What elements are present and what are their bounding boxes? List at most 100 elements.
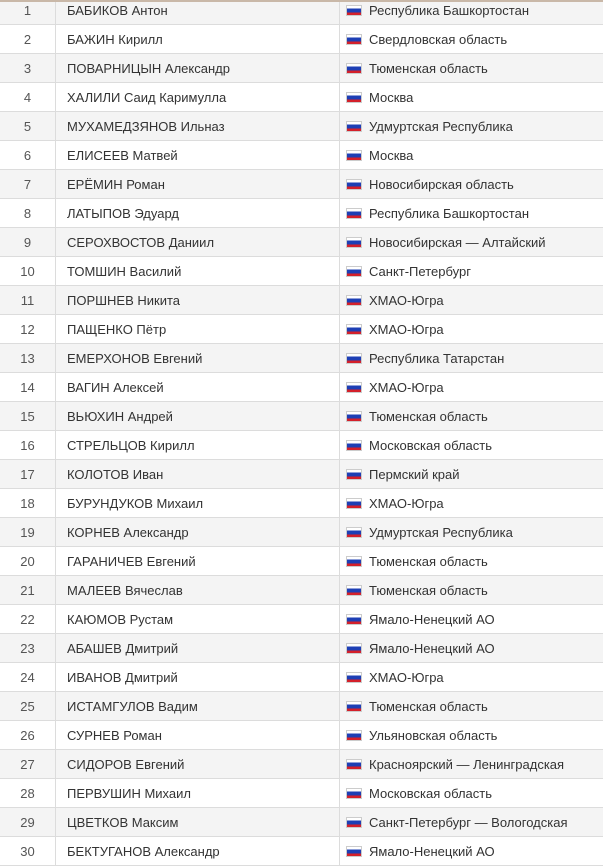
region-name: Тюменская область xyxy=(369,61,488,76)
russia-flag-icon xyxy=(346,614,362,625)
region-name: ХМАО-Югра xyxy=(369,380,444,395)
russia-flag-icon xyxy=(346,440,362,451)
athlete-name: БЕКТУГАНОВ Александр xyxy=(56,837,340,866)
region-name: ХМАО-Югра xyxy=(369,670,444,685)
athlete-name: ЛАТЫПОВ Эдуард xyxy=(56,199,340,228)
region-cell: Ямало-Ненецкий АО xyxy=(340,837,603,866)
region-name: Московская область xyxy=(369,438,492,453)
region-name: Ульяновская область xyxy=(369,728,497,743)
athlete-name: КОРНЕВ Александр xyxy=(56,518,340,547)
athlete-name: БУРУНДУКОВ Михаил xyxy=(56,489,340,518)
russia-flag-icon xyxy=(346,788,362,799)
row-number: 12 xyxy=(0,315,56,344)
row-number: 26 xyxy=(0,721,56,750)
row-number: 20 xyxy=(0,547,56,576)
region-cell: Москва xyxy=(340,141,603,170)
russia-flag-icon xyxy=(346,5,362,16)
region-cell: ХМАО-Югра xyxy=(340,315,603,344)
region-name: Ямало-Ненецкий АО xyxy=(369,641,495,656)
region-name: Новосибирская — Алтайский xyxy=(369,235,546,250)
region-cell: Тюменская область xyxy=(340,402,603,431)
athlete-name: ИВАНОВ Дмитрий xyxy=(56,663,340,692)
region-name: Ямало-Ненецкий АО xyxy=(369,612,495,627)
region-cell: Тюменская область xyxy=(340,54,603,83)
russia-flag-icon xyxy=(346,846,362,857)
top-border xyxy=(0,0,603,2)
athlete-name: СТРЕЛЬЦОВ Кирилл xyxy=(56,431,340,460)
russia-flag-icon xyxy=(346,585,362,596)
region-cell: ХМАО-Югра xyxy=(340,663,603,692)
russia-flag-icon xyxy=(346,63,362,74)
athlete-name: ПОРШНЕВ Никита xyxy=(56,286,340,315)
athlete-name: ГАРАНИЧЕВ Евгений xyxy=(56,547,340,576)
region-name: Ямало-Ненецкий АО xyxy=(369,844,495,859)
row-number: 2 xyxy=(0,25,56,54)
region-cell: Санкт-Петербург xyxy=(340,257,603,286)
row-number: 19 xyxy=(0,518,56,547)
row-number: 11 xyxy=(0,286,56,315)
russia-flag-icon xyxy=(346,237,362,248)
athlete-name: ТОМШИН Василий xyxy=(56,257,340,286)
athlete-name: ЕЛИСЕЕВ Матвей xyxy=(56,141,340,170)
russia-flag-icon xyxy=(346,469,362,480)
region-name: ХМАО-Югра xyxy=(369,322,444,337)
region-name: Московская область xyxy=(369,786,492,801)
region-cell: Пермский край xyxy=(340,460,603,489)
region-cell: Новосибирская — Алтайский xyxy=(340,228,603,257)
row-number: 25 xyxy=(0,692,56,721)
russia-flag-icon xyxy=(346,527,362,538)
row-number: 17 xyxy=(0,460,56,489)
athlete-name: ЕРЁМИН Роман xyxy=(56,170,340,199)
region-cell: Удмуртская Республика xyxy=(340,518,603,547)
russia-flag-icon xyxy=(346,730,362,741)
russia-flag-icon xyxy=(346,817,362,828)
region-cell: Новосибирская область xyxy=(340,170,603,199)
russia-flag-icon xyxy=(346,498,362,509)
region-name: Тюменская область xyxy=(369,583,488,598)
region-cell: Республика Башкортостан xyxy=(340,199,603,228)
row-number: 9 xyxy=(0,228,56,257)
row-number: 23 xyxy=(0,634,56,663)
region-cell: ХМАО-Югра xyxy=(340,373,603,402)
athlete-name: ЦВЕТКОВ Максим xyxy=(56,808,340,837)
athlete-name: АБАШЕВ Дмитрий xyxy=(56,634,340,663)
athlete-name: ПОВАРНИЦЫН Александр xyxy=(56,54,340,83)
row-number: 1 xyxy=(0,0,56,25)
athlete-name: ХАЛИЛИ Саид Каримулла xyxy=(56,83,340,112)
row-number: 8 xyxy=(0,199,56,228)
region-name: Пермский край xyxy=(369,467,459,482)
region-name: Санкт-Петербург xyxy=(369,264,471,279)
region-cell: ХМАО-Югра xyxy=(340,489,603,518)
region-cell: Ямало-Ненецкий АО xyxy=(340,605,603,634)
region-name: Москва xyxy=(369,148,413,163)
russia-flag-icon xyxy=(346,179,362,190)
row-number: 28 xyxy=(0,779,56,808)
region-cell: Красноярский — Ленинградская xyxy=(340,750,603,779)
russia-flag-icon xyxy=(346,556,362,567)
athlete-name: ИСТАМГУЛОВ Вадим xyxy=(56,692,340,721)
region-name: Москва xyxy=(369,90,413,105)
region-name: Удмуртская Республика xyxy=(369,119,513,134)
region-cell: Тюменская область xyxy=(340,692,603,721)
